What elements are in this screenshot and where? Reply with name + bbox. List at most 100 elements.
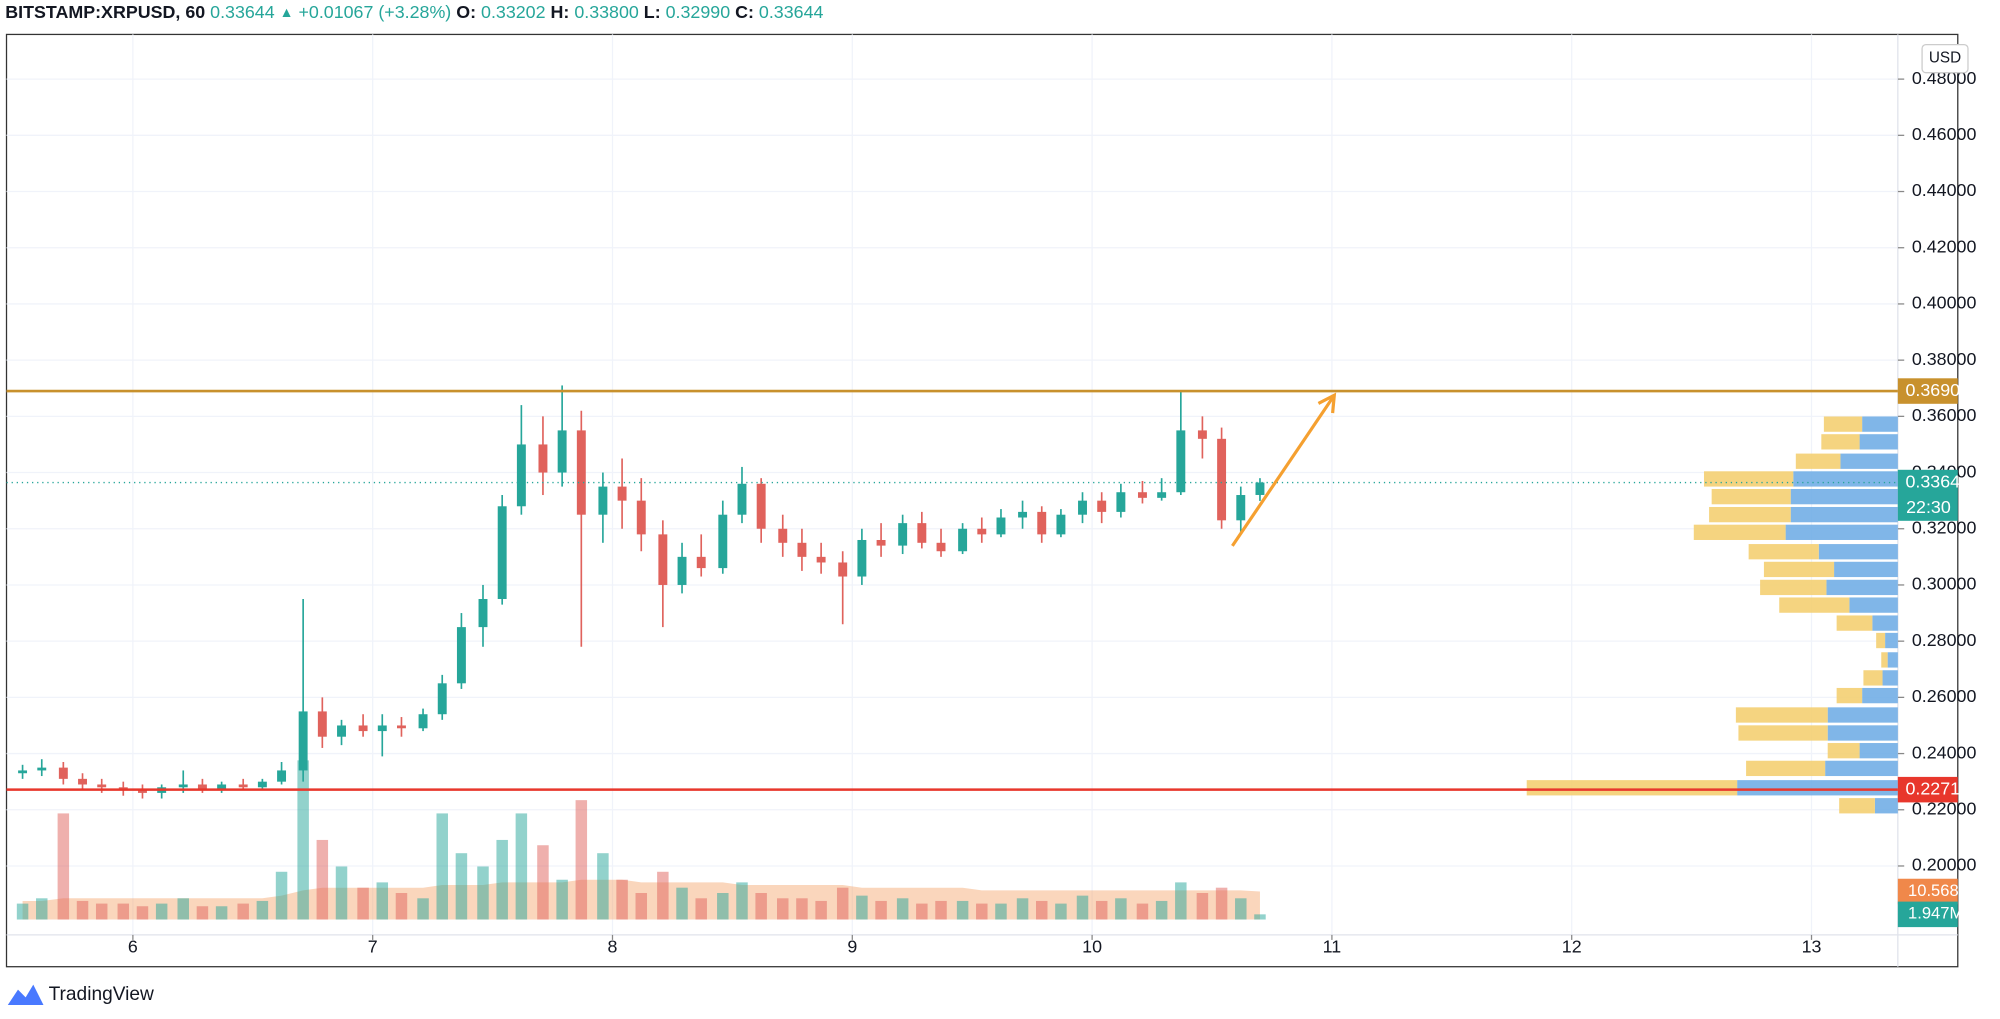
volume-bar xyxy=(995,903,1007,920)
candle-body xyxy=(298,711,308,771)
x-tick-label: 11 xyxy=(1323,936,1342,956)
volume-label: 10.568M xyxy=(1908,881,1972,900)
volume-bar xyxy=(1215,887,1228,920)
candle-body xyxy=(1078,500,1087,515)
volume-tag xyxy=(1897,901,1958,928)
volume-bar xyxy=(1076,895,1089,920)
volume-bar xyxy=(256,900,269,920)
profile-up xyxy=(1872,615,1898,631)
volume-bar xyxy=(177,898,189,920)
candle-body xyxy=(557,430,567,473)
y-tick-label: 0.32000 xyxy=(1912,517,1977,537)
candle-body xyxy=(1217,438,1227,521)
candle-body xyxy=(1116,492,1126,512)
volume-bar xyxy=(16,903,29,920)
y-tick-label: 0.38000 xyxy=(1912,349,1977,369)
volume-bar xyxy=(237,903,249,920)
profile-up xyxy=(1790,488,1898,505)
y-tick-label: 0.40000 xyxy=(1912,293,1977,313)
y-tick-label: 0.46000 xyxy=(1912,124,1977,144)
volume-bar xyxy=(836,887,849,920)
candle-body xyxy=(456,627,466,684)
volume-bar xyxy=(1155,900,1168,920)
candle-body xyxy=(138,790,147,793)
profile-up xyxy=(1859,743,1898,759)
candle-body xyxy=(277,770,287,782)
candle-body xyxy=(917,523,927,543)
profile-down xyxy=(1876,632,1886,649)
candle-body xyxy=(97,784,107,788)
countdown: 22:30 xyxy=(1906,497,1951,517)
volume-bar xyxy=(196,906,209,920)
volume-bar xyxy=(1254,914,1266,920)
profile-down xyxy=(1839,798,1875,814)
profile-up xyxy=(1840,453,1898,469)
header: BITSTAMP:XRPUSD, 60 0.33644 ▲ +0.01067 (… xyxy=(5,1,823,21)
volume-bar xyxy=(76,900,89,920)
candle-body xyxy=(516,444,526,507)
x-tick-label: 12 xyxy=(1562,936,1582,956)
candle-body xyxy=(996,517,1006,535)
candle-body xyxy=(1097,500,1107,512)
profile-down xyxy=(1760,579,1827,596)
x-tick-label: 6 xyxy=(128,936,138,956)
profile-up xyxy=(1859,434,1898,450)
level-tag xyxy=(1897,378,1958,404)
level-label: 0.22716 xyxy=(1905,778,1970,798)
candle-body xyxy=(1236,495,1246,521)
volume-bar xyxy=(616,879,628,920)
profile-up xyxy=(1862,687,1898,704)
volume-bar xyxy=(976,903,988,920)
y-tick-label: 0.36000 xyxy=(1912,405,1977,425)
header-item: +0.01067 (+3.28%) xyxy=(298,1,451,21)
volume-bar xyxy=(275,871,288,920)
candle-body xyxy=(677,556,687,585)
profile-down xyxy=(1703,471,1794,487)
profile-down xyxy=(1738,725,1828,741)
volume-bar xyxy=(736,882,748,920)
volume-bar xyxy=(395,892,408,920)
candle-body xyxy=(617,486,627,501)
volume-bar xyxy=(455,853,468,920)
x-tick-label: 7 xyxy=(368,936,378,956)
level-label: 0.36900 xyxy=(1905,380,1970,400)
price-tag xyxy=(1897,469,1958,521)
profile-down xyxy=(1863,670,1883,686)
volume-bar xyxy=(717,892,729,920)
y-tick-label: 0.30000 xyxy=(1912,574,1977,594)
volume-bar xyxy=(1196,892,1209,920)
volume-bar xyxy=(515,813,528,920)
profile-down xyxy=(1821,434,1860,450)
candle-body xyxy=(397,725,406,729)
profile-up xyxy=(1793,471,1898,487)
profile-up xyxy=(1882,670,1898,686)
candle-body xyxy=(576,430,586,515)
header-item: ▲ xyxy=(280,3,294,19)
profile-down xyxy=(1711,488,1791,505)
x-tick-label: 10 xyxy=(1082,936,1102,956)
volume-bar xyxy=(635,892,648,920)
y-tick-label: 0.26000 xyxy=(1912,686,1977,706)
candle-body xyxy=(478,599,488,628)
header-item: L: xyxy=(644,1,661,21)
volume-bar xyxy=(477,866,489,920)
volume-bar xyxy=(575,800,588,920)
volume-bar xyxy=(215,906,228,920)
volume-bar xyxy=(357,887,369,920)
y-tick-label: 0.44000 xyxy=(1912,180,1977,200)
volume-bar xyxy=(556,879,568,920)
candle-body xyxy=(778,528,788,543)
candle-body xyxy=(377,725,387,732)
profile-down xyxy=(1823,416,1863,432)
candle-body xyxy=(696,556,706,569)
profile-down xyxy=(1746,760,1826,777)
candle-body xyxy=(1255,482,1265,495)
profile-up xyxy=(1887,652,1898,668)
currency-box[interactable] xyxy=(1921,43,1969,74)
profile-up xyxy=(1849,597,1898,613)
candle-body xyxy=(1176,430,1186,493)
volume-bar xyxy=(155,903,168,920)
logo-icon xyxy=(7,984,44,1005)
header-item: 0.33202 xyxy=(481,1,546,21)
